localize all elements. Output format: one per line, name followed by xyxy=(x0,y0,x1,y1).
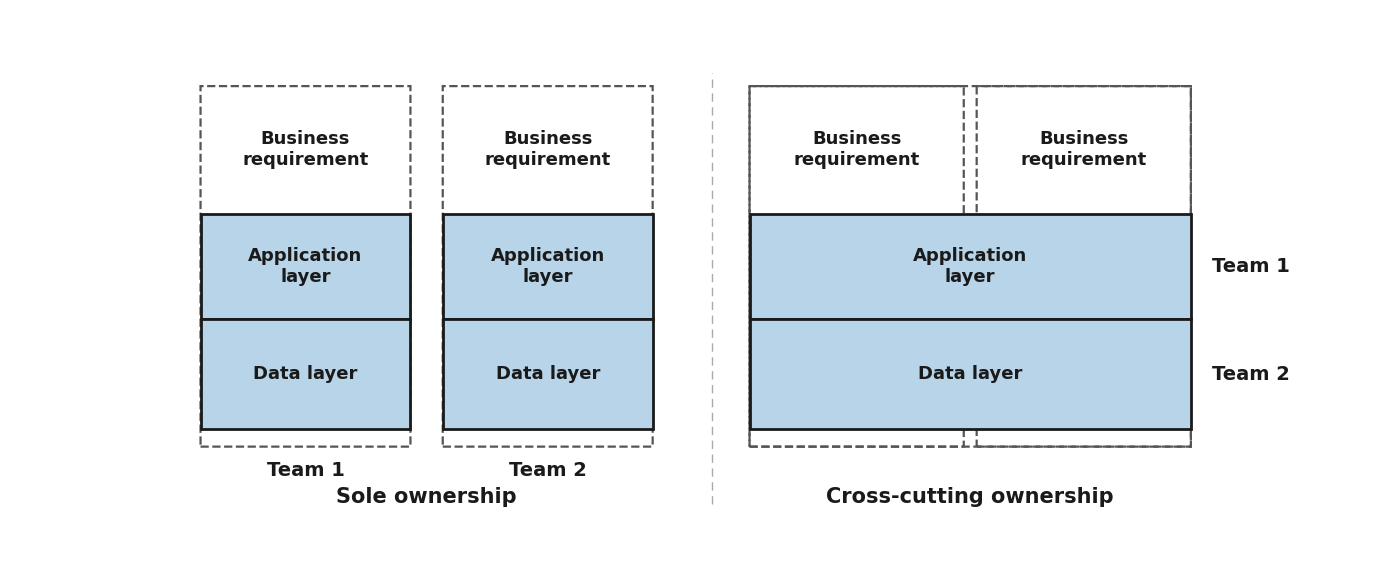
Text: Application
layer: Application layer xyxy=(249,247,363,286)
Text: Sole ownership: Sole ownership xyxy=(336,487,517,507)
Text: Team 2: Team 2 xyxy=(1213,365,1290,384)
Text: Data layer: Data layer xyxy=(253,365,358,383)
Text: Business
requirement: Business requirement xyxy=(793,130,920,169)
Text: Application
layer: Application layer xyxy=(490,247,604,286)
Text: Team 2: Team 2 xyxy=(508,461,586,480)
Bar xyxy=(200,214,411,319)
Text: Business
requirement: Business requirement xyxy=(1021,130,1147,169)
Bar xyxy=(443,319,653,429)
Text: Business
requirement: Business requirement xyxy=(242,130,368,169)
Bar xyxy=(750,214,1190,319)
Text: Data layer: Data layer xyxy=(918,365,1022,383)
Bar xyxy=(443,214,653,319)
Text: Data layer: Data layer xyxy=(496,365,600,383)
Text: Business
requirement: Business requirement xyxy=(485,130,611,169)
Text: Application
layer: Application layer xyxy=(913,247,1028,286)
Text: Team 1: Team 1 xyxy=(267,461,344,480)
Text: Team 1: Team 1 xyxy=(1213,257,1290,276)
Text: Cross-cutting ownership: Cross-cutting ownership xyxy=(826,487,1114,507)
Bar xyxy=(200,319,411,429)
Bar xyxy=(750,319,1190,429)
